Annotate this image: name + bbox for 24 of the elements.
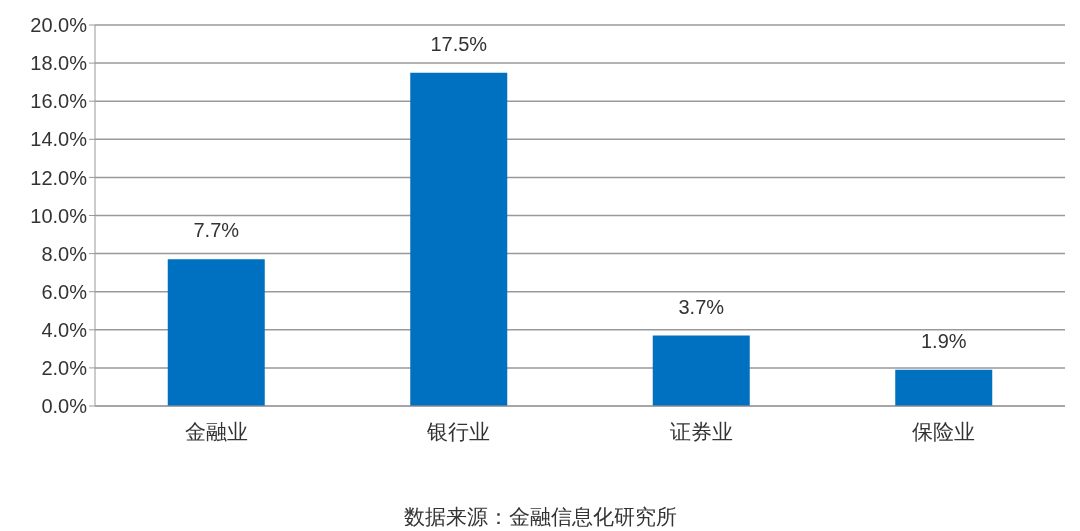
x-tick-label: 银行业 bbox=[426, 419, 491, 443]
y-tick-label: 2.0% bbox=[41, 357, 88, 379]
y-tick-label: 16.0% bbox=[30, 90, 88, 113]
y-tick-label: 0.0% bbox=[41, 395, 88, 418]
bar bbox=[167, 259, 265, 406]
x-tick-label: 证券业 bbox=[669, 419, 733, 443]
x-tick-label: 保险业 bbox=[912, 419, 976, 443]
source-note: 数据来源：金融信息化研究所 bbox=[402, 504, 678, 530]
data-label: 17.5% bbox=[430, 32, 488, 55]
data-label: 3.7% bbox=[678, 295, 725, 318]
bar bbox=[652, 335, 750, 406]
bar bbox=[410, 72, 508, 406]
y-tick-label: 10.0% bbox=[30, 204, 88, 227]
y-tick-label: 20.0% bbox=[30, 14, 88, 37]
bar bbox=[895, 369, 993, 406]
data-label: 7.7% bbox=[193, 219, 240, 242]
y-tick-label: 8.0% bbox=[41, 242, 88, 265]
y-tick-label: 12.0% bbox=[30, 166, 88, 189]
y-tick-label: 4.0% bbox=[41, 318, 88, 341]
data-label: 1.9% bbox=[920, 329, 967, 352]
y-tick-label: 6.0% bbox=[41, 280, 88, 303]
y-tick-label: 14.0% bbox=[30, 128, 88, 151]
x-tick-label: 金融业 bbox=[184, 419, 248, 443]
y-tick-label: 18.0% bbox=[30, 52, 88, 75]
